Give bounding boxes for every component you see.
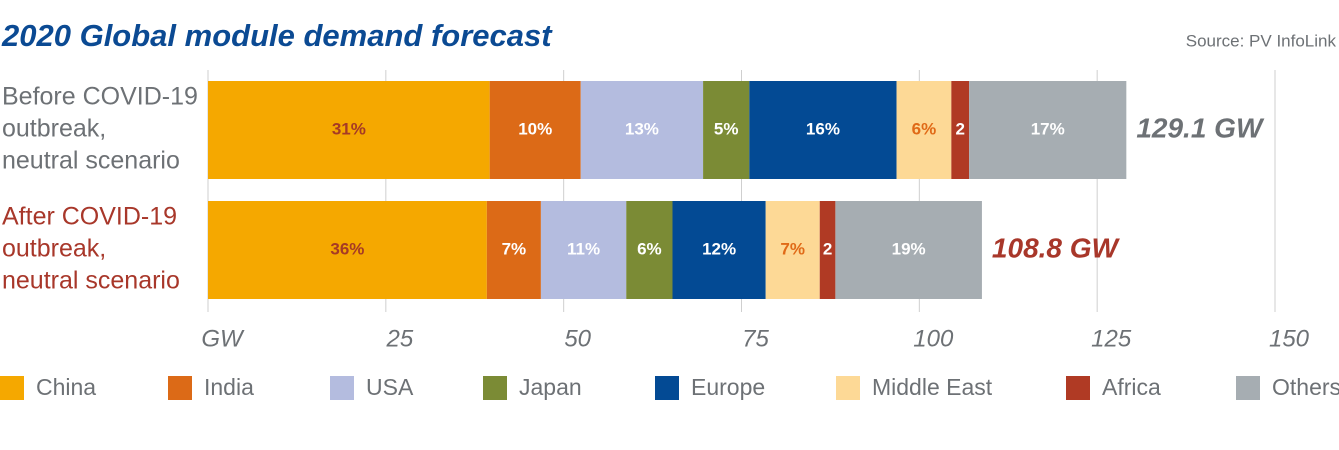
data-label: 5%: [714, 119, 739, 138]
data-label: 12%: [702, 239, 736, 258]
bar-segment: [969, 81, 1127, 179]
bar-segment: [749, 81, 897, 179]
total-label: 129.1 GW: [1136, 112, 1265, 143]
data-label: 7%: [780, 239, 805, 258]
x-tick-label: 150: [1269, 325, 1310, 352]
category-label: neutral scenario: [2, 147, 180, 175]
legend-swatch: [655, 376, 679, 400]
data-label: 13%: [625, 119, 659, 138]
x-tick-label: 125: [1091, 325, 1132, 352]
chart-title: 2020 Global module demand forecast: [1, 18, 553, 53]
legend-label: Middle East: [872, 374, 993, 400]
bar-segment: [486, 201, 541, 299]
x-tick-label: 75: [742, 325, 769, 352]
data-label: 31%: [332, 119, 366, 138]
bar-segment: [540, 201, 627, 299]
bar-segment: [626, 201, 673, 299]
legend-swatch: [836, 376, 860, 400]
legend-swatch: [330, 376, 354, 400]
data-label: 36%: [330, 239, 364, 258]
legend-label: Africa: [1102, 374, 1161, 400]
bar-segment: [896, 81, 952, 179]
x-tick-label: 25: [385, 325, 413, 352]
category-label: neutral scenario: [2, 267, 180, 295]
bar-segment: [208, 201, 487, 299]
category-label: outbreak,: [2, 115, 106, 143]
x-tick-label: 100: [913, 325, 954, 352]
category-label: outbreak,: [2, 235, 106, 263]
source: Source: PV InfoLink: [1186, 31, 1337, 50]
legend-label: Others: [1272, 374, 1339, 400]
bar-segment: [208, 81, 490, 179]
legend-label: China: [36, 374, 96, 400]
data-label: 6%: [637, 239, 662, 258]
data-label: 7%: [502, 239, 527, 258]
category-label: Before COVID-19: [2, 83, 198, 111]
bar-segment: [672, 201, 766, 299]
bar-segment: [951, 81, 970, 179]
data-label: 6%: [912, 119, 937, 138]
data-label: 19%: [892, 239, 926, 258]
bar-segment: [580, 81, 704, 179]
x-tick-label: 50: [564, 325, 591, 352]
data-label: 17%: [1031, 119, 1065, 138]
legend-swatch: [168, 376, 192, 400]
data-label: 2: [823, 239, 832, 258]
data-label: 10%: [518, 119, 552, 138]
legend-label: USA: [366, 374, 414, 400]
legend-label: Japan: [519, 374, 582, 400]
bar-segment: [489, 81, 581, 179]
bar-segment: [819, 201, 836, 299]
bar-segment: [765, 201, 820, 299]
legend-swatch: [1066, 376, 1090, 400]
x-tick-label: GW: [201, 325, 245, 352]
legend-label: India: [204, 374, 254, 400]
data-label: 2: [956, 119, 965, 138]
legend-label: Europe: [691, 374, 765, 400]
legend-swatch: [0, 376, 24, 400]
bar-segment: [835, 201, 982, 299]
legend-swatch: [483, 376, 507, 400]
bar-segment: [703, 81, 750, 179]
category-label: After COVID-19: [2, 203, 177, 231]
data-label: 16%: [806, 119, 840, 138]
data-label: 11%: [567, 239, 600, 258]
total-label: 108.8 GW: [992, 232, 1121, 263]
legend-swatch: [1236, 376, 1260, 400]
